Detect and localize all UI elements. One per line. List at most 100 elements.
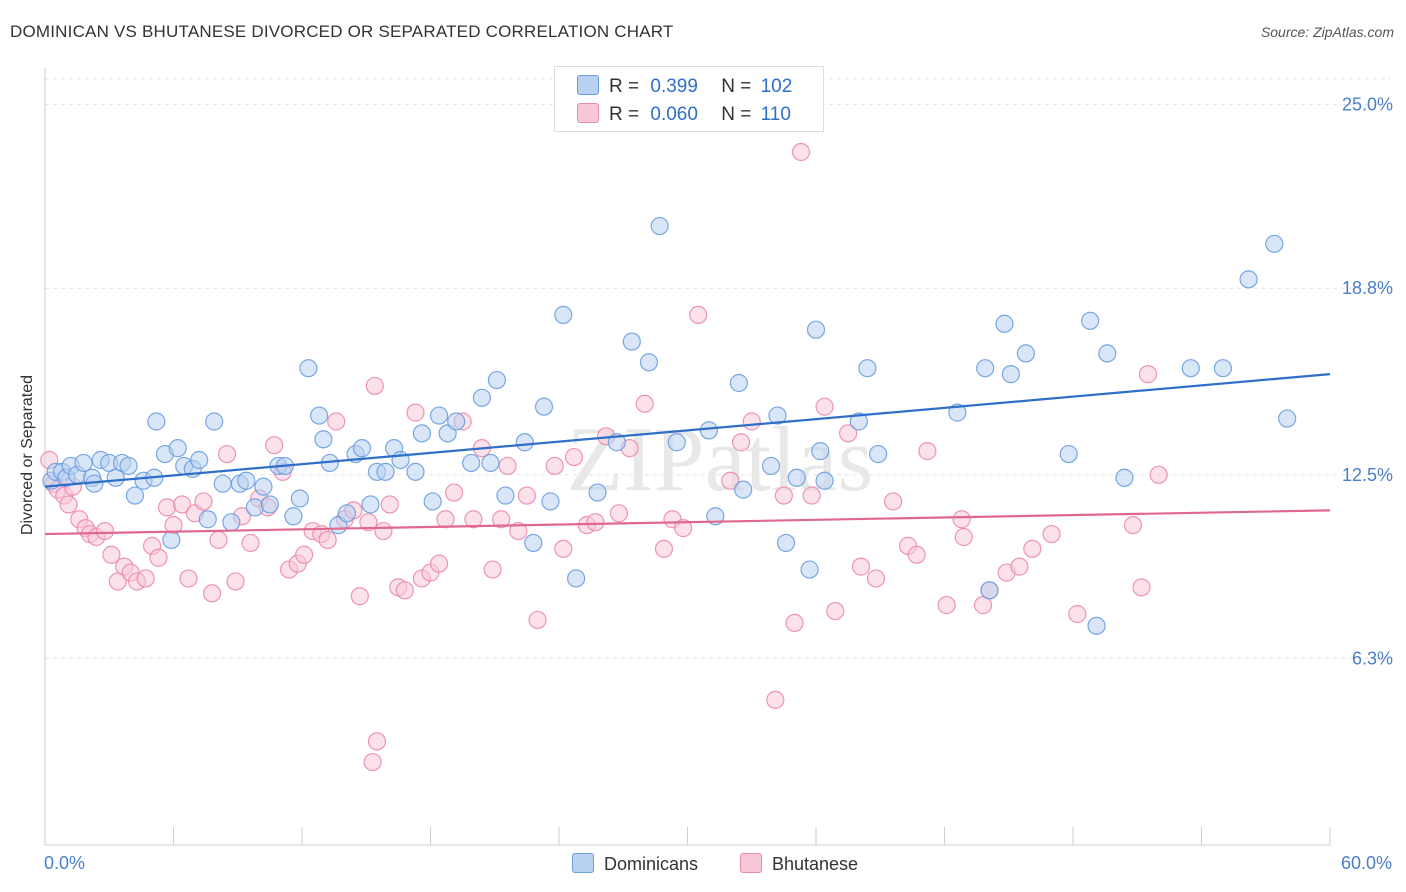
point-dominicans bbox=[314, 430, 333, 449]
legend-row-dominicans: R = 0.399 N = 102 bbox=[577, 75, 792, 99]
point-dominicans bbox=[205, 412, 224, 431]
bottom-legend-label-bhutanese: Bhutanese bbox=[772, 854, 859, 874]
point-bhutanese bbox=[1138, 365, 1158, 384]
point-bhutanese bbox=[172, 495, 192, 514]
point-bhutanese bbox=[1023, 539, 1042, 558]
point-dominicans bbox=[1016, 344, 1035, 363]
x-axis-min-label: 0.0% bbox=[44, 853, 86, 873]
legend-n-value-dominicans: 102 bbox=[760, 76, 793, 97]
point-dominicans bbox=[487, 370, 506, 390]
point-bhutanese bbox=[528, 610, 547, 630]
point-bhutanese bbox=[365, 376, 384, 396]
point-dominicans bbox=[761, 456, 781, 476]
point-dominicans bbox=[361, 495, 380, 514]
legend-r-label: R = bbox=[609, 104, 640, 125]
watermark: ZIPatlas bbox=[567, 408, 874, 510]
point-bhutanese bbox=[367, 732, 387, 751]
point-dominicans bbox=[554, 305, 573, 324]
point-dominicans bbox=[125, 486, 145, 505]
point-bhutanese bbox=[731, 433, 751, 452]
point-dominicans bbox=[849, 412, 868, 431]
point-bhutanese bbox=[826, 601, 845, 621]
point-bhutanese bbox=[1068, 604, 1087, 624]
point-bhutanese bbox=[609, 504, 629, 523]
point-dominicans bbox=[524, 533, 543, 553]
point-bhutanese bbox=[954, 527, 973, 547]
point-bhutanese bbox=[554, 539, 573, 558]
y-tick-label: 18.8% bbox=[1342, 278, 1393, 298]
point-bhutanese bbox=[444, 483, 464, 502]
x-axis-max-label: 60.0% bbox=[1340, 853, 1392, 873]
point-dominicans bbox=[74, 453, 93, 473]
point-bhutanese bbox=[785, 613, 804, 632]
point-bhutanese bbox=[654, 539, 674, 558]
point-bhutanese bbox=[318, 530, 337, 550]
point-dominicans bbox=[622, 332, 641, 351]
tick-labels: 6.3% 12.5% 18.8% 25.0% bbox=[1342, 95, 1393, 669]
point-bhutanese bbox=[883, 492, 903, 511]
point-bhutanese bbox=[774, 486, 793, 505]
point-dominicans bbox=[650, 216, 669, 236]
point-dominicans bbox=[376, 462, 395, 481]
point-dominicans bbox=[237, 471, 256, 490]
point-dominicans bbox=[222, 513, 241, 532]
point-dominicans bbox=[423, 492, 442, 511]
bottom-legend-swatch-bhutanese bbox=[740, 853, 762, 873]
point-dominicans bbox=[1081, 311, 1100, 330]
point-dominicans bbox=[162, 530, 181, 550]
point-dominicans bbox=[776, 533, 796, 553]
legend-r-label: R = bbox=[609, 76, 640, 97]
point-dominicans bbox=[1001, 365, 1020, 384]
point-bhutanese bbox=[295, 545, 314, 564]
point-dominicans bbox=[198, 510, 217, 529]
point-bhutanese bbox=[1010, 557, 1029, 576]
legend-swatch-dominicans bbox=[577, 75, 599, 95]
legend-n-label: N = bbox=[721, 104, 752, 125]
point-bhutanese bbox=[918, 442, 937, 461]
point-dominicans bbox=[310, 406, 329, 425]
point-dominicans bbox=[337, 504, 357, 523]
point-dominicans bbox=[447, 412, 466, 431]
legend-n-value-bhutanese: 110 bbox=[760, 104, 791, 125]
point-bhutanese bbox=[359, 513, 378, 532]
point-dominicans bbox=[472, 388, 491, 407]
point-dominicans bbox=[1098, 344, 1117, 363]
point-dominicans bbox=[567, 569, 586, 588]
point-bhutanese bbox=[395, 581, 414, 600]
point-dominicans bbox=[1265, 234, 1284, 253]
chart-title: DOMINICAN VS BHUTANESE DIVORCED OR SEPAR… bbox=[10, 22, 674, 41]
point-dominicans bbox=[213, 474, 232, 493]
point-dominicans bbox=[412, 424, 432, 443]
point-bhutanese bbox=[265, 436, 284, 455]
point-dominicans bbox=[254, 477, 273, 496]
correlation-legend: R = 0.399 N = 102 R = 0.060 N = 110 bbox=[554, 66, 824, 132]
point-bhutanese bbox=[157, 498, 177, 517]
point-bhutanese bbox=[1149, 465, 1168, 484]
y-tick-label: 6.3% bbox=[1352, 648, 1393, 668]
point-bhutanese bbox=[802, 486, 821, 505]
point-dominicans bbox=[541, 492, 560, 511]
point-bhutanese bbox=[179, 569, 198, 588]
point-dominicans bbox=[980, 581, 999, 600]
point-dominicans bbox=[190, 450, 209, 470]
point-dominicans bbox=[1239, 270, 1258, 289]
point-bhutanese bbox=[498, 456, 517, 476]
point-bhutanese bbox=[545, 456, 564, 476]
point-bhutanese bbox=[517, 486, 536, 505]
point-dominicans bbox=[811, 442, 830, 461]
point-dominicans bbox=[352, 439, 372, 458]
point-bhutanese bbox=[564, 447, 584, 467]
point-bhutanese bbox=[907, 545, 926, 564]
point-bhutanese bbox=[202, 584, 222, 603]
point-dominicans bbox=[639, 353, 659, 372]
point-bhutanese bbox=[866, 569, 886, 588]
point-bhutanese bbox=[1123, 516, 1143, 535]
bottom-legend-label-dominicans: Dominicans bbox=[604, 854, 699, 874]
point-bhutanese bbox=[136, 569, 155, 588]
point-dominicans bbox=[948, 403, 967, 422]
trend-line-dominicans bbox=[44, 373, 1331, 488]
point-bhutanese bbox=[839, 424, 858, 443]
point-bhutanese bbox=[937, 596, 956, 615]
point-bhutanese bbox=[851, 557, 871, 576]
